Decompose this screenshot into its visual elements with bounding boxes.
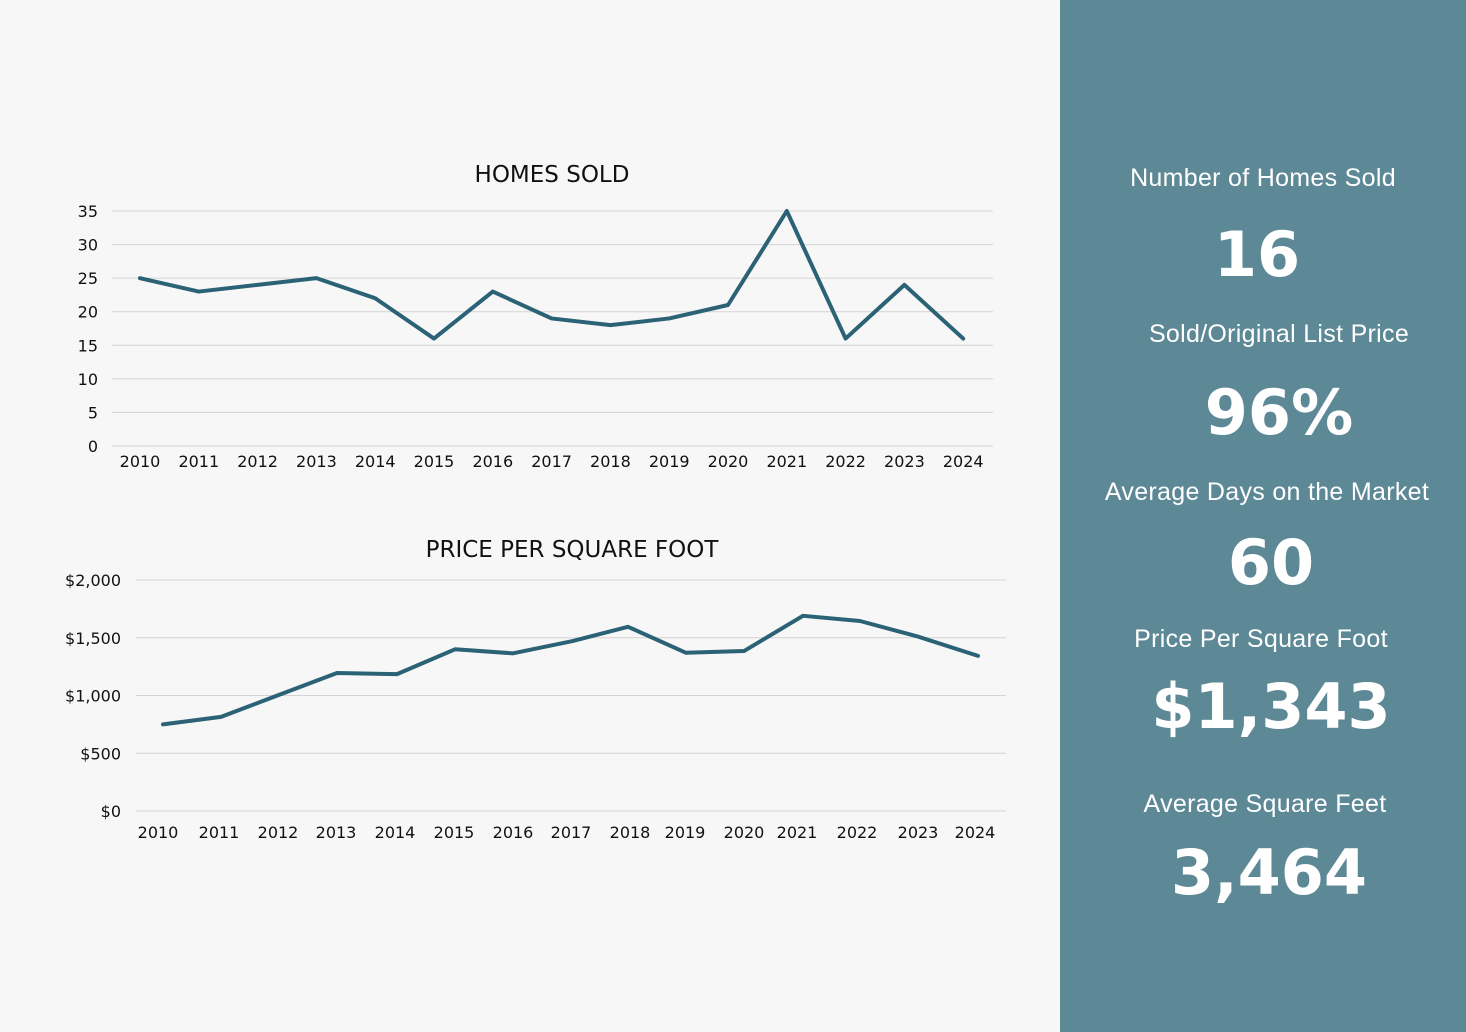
x-tick-label: 2019 [649,452,690,471]
y-tick-label: 5 [88,403,98,422]
homes-sold-label: Number of Homes Sold [1130,164,1396,192]
x-tick-label: 2021 [766,452,807,471]
x-tick-label: 2014 [355,452,396,471]
price-sqft-label: Price Per Square Foot [1134,625,1388,653]
sold-list-label: Sold/Original List Price [1148,320,1410,348]
charts-area: HOMES SOLD 0 5 10 15 20 25 30 35 2010 2011 2012 20… [65,162,1006,842]
x-tick-label: 2010 [138,823,179,842]
x-tick-label: 2024 [955,823,996,842]
x-tick-label: 2015 [414,452,455,471]
y-tick-label: 25 [78,269,98,288]
price-per-sqft-line [161,613,980,727]
y-tick-label: 35 [78,202,98,221]
avg-sqft-label: Average Square Feet [1143,790,1387,818]
background-overlay [0,0,1060,1032]
x-tick-label: 2021 [777,823,818,842]
x-tick-label: 2014 [375,823,416,842]
homes-sold-line [138,209,966,341]
y-tick-label: $1,500 [65,629,121,648]
x-tick-label: 2023 [898,823,939,842]
stats-sidebar: Number of Homes Sold 16 Sold/Original Li… [1060,0,1466,1032]
price-sqft-value: $1,343 [1151,670,1391,743]
x-tick-label: 2020 [708,452,749,471]
x-tick-label: 2018 [610,823,651,842]
x-tick-label: 2011 [178,452,219,471]
x-tick-label: 2017 [551,823,592,842]
x-tick-label: 2024 [943,452,984,471]
x-tick-label: 2022 [825,452,866,471]
x-tick-label: 2016 [493,823,534,842]
x-tick-label: 2018 [590,452,631,471]
y-tick-label: 0 [88,437,98,456]
x-tick-label: 2012 [237,452,278,471]
avg-sqft-value: 3,464 [1170,836,1368,909]
x-tick-label: 2022 [837,823,878,842]
x-tick-label: 2019 [665,823,706,842]
x-tick-label: 2015 [434,823,475,842]
x-tick-label: 2017 [531,452,572,471]
homes-sold-title: HOMES SOLD [475,162,630,188]
x-tick-label: 2013 [296,452,337,471]
sold-list-value: 96% [1204,376,1354,449]
y-tick-label: 30 [78,236,98,255]
price-per-sqft-chart: PRICE PER SQUARE FOOT $0 $500 $1,000 $1,500… [65,537,1006,842]
y-tick-label: $500 [80,744,121,763]
y-tick-label: $0 [101,802,121,821]
x-tick-label: 2016 [472,452,513,471]
days-market-label: Average Days on the Market [1104,478,1430,506]
x-tick-label: 2023 [884,452,925,471]
x-tick-label: 2011 [199,823,240,842]
y-tick-label: 10 [78,370,98,389]
price-per-sqft-title: PRICE PER SQUARE FOOT [426,537,720,563]
x-tick-label: 2013 [316,823,357,842]
days-market-value: 60 [1227,526,1315,599]
x-tick-label: 2010 [120,452,161,471]
homes-sold-value: 16 [1213,218,1301,291]
y-tick-label: $1,000 [65,687,121,706]
y-tick-label: 15 [78,336,98,355]
x-tick-label: 2020 [724,823,765,842]
y-tick-label: 20 [78,303,98,322]
y-tick-label: $2,000 [65,571,121,590]
homes-sold-chart: HOMES SOLD 0 5 10 15 20 25 30 35 2010 2011 2012 20… [78,162,993,471]
x-tick-label: 2012 [258,823,299,842]
